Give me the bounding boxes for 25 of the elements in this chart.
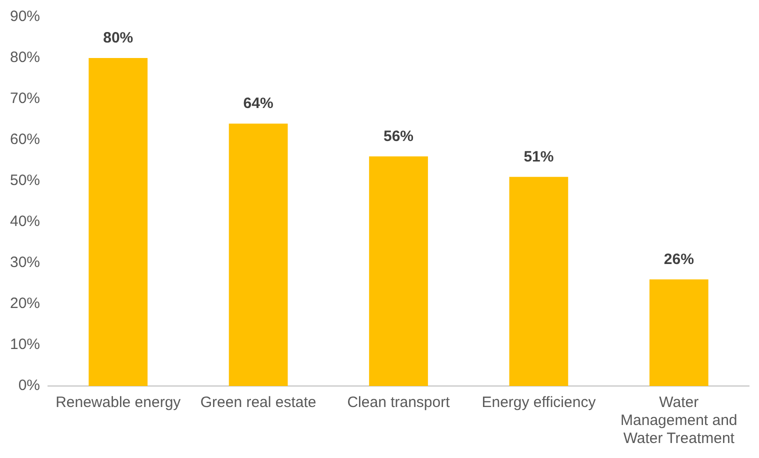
y-tick-label: 20% (10, 295, 40, 312)
y-tick-label: 40% (10, 213, 40, 230)
y-tick-label: 30% (10, 254, 40, 272)
y-tick-label: 10% (10, 336, 40, 354)
x-tick-label: Renewable energy (56, 394, 182, 412)
bar (369, 156, 428, 386)
bar (228, 124, 288, 386)
x-tick-label: Green real estate (200, 394, 316, 412)
data-label: 64% (243, 95, 274, 112)
x-tick-label: Clean transport (347, 394, 451, 412)
y-tick-label: 90% (10, 8, 40, 26)
data-label: 80% (103, 30, 134, 47)
data-label: 56% (383, 128, 414, 146)
x-tick-label: Energy efficiency (482, 394, 596, 412)
bar (88, 58, 148, 386)
y-tick-label: 70% (10, 90, 40, 108)
x-tick-label: Water Management and Water Treatment (620, 394, 738, 448)
bar (649, 279, 708, 386)
y-tick-label: 50% (10, 172, 40, 190)
y-tick-label: 0% (18, 377, 40, 394)
data-label: 26% (664, 251, 694, 268)
y-tick-label: 60% (10, 131, 40, 148)
bar (509, 176, 568, 386)
data-label: 51% (524, 148, 554, 166)
y-tick-label: 80% (10, 49, 40, 66)
